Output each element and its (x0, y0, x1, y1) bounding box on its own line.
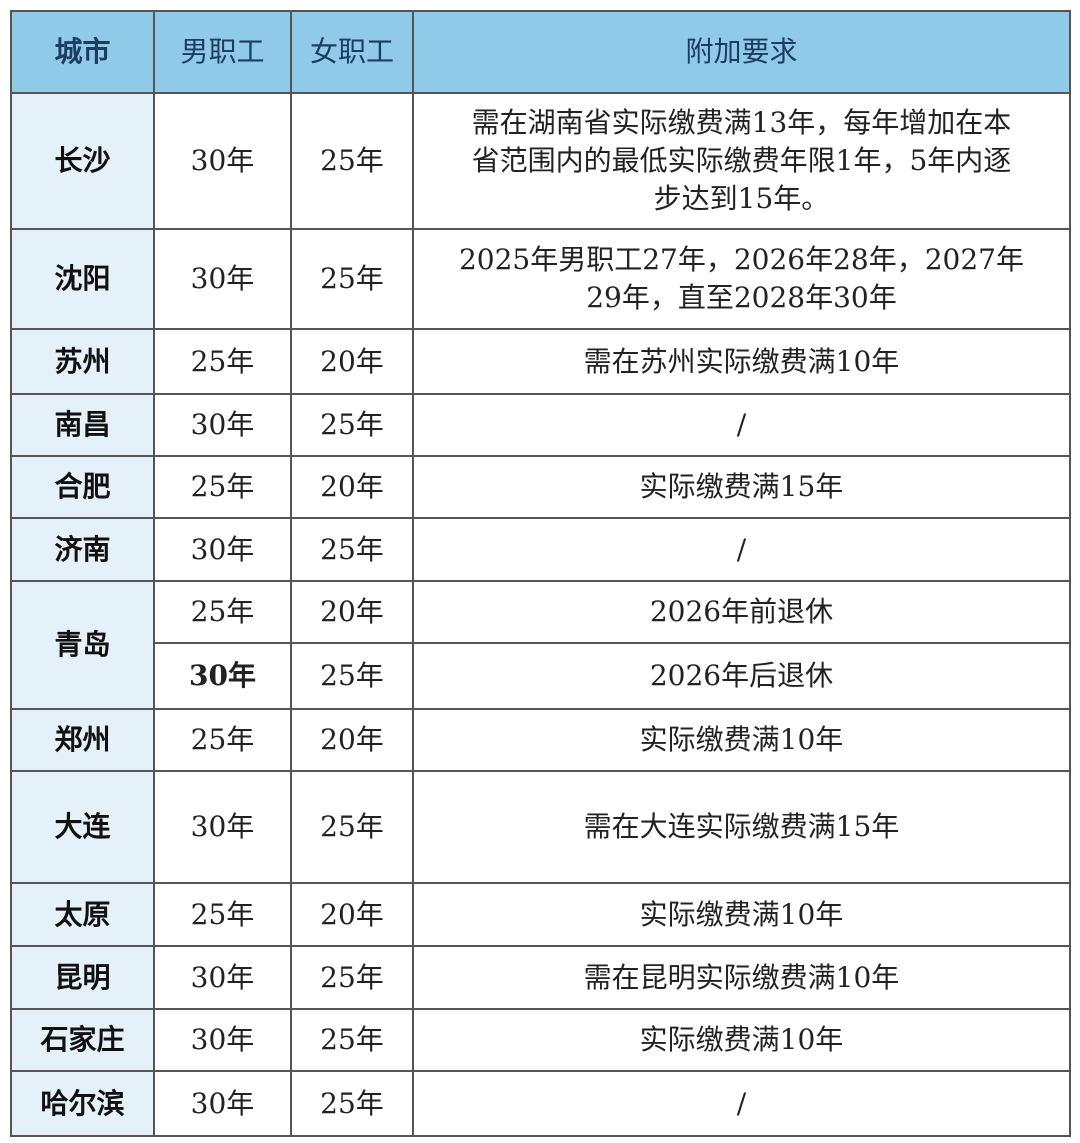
table-row: 苏州 25年 20年 需在苏州实际缴费满10年 (10, 328, 1071, 395)
cell-city: 太原 (10, 882, 155, 947)
cell-male: 30年 (153, 92, 292, 230)
cell-female: 25年 (290, 393, 414, 457)
cell-extra: 需在大连实际缴费满15年 (412, 770, 1071, 884)
cell-extra: / (412, 517, 1071, 582)
table-row: 30年 25年 2026年后退休 (11, 642, 1071, 710)
header-male: 男职工 (153, 10, 292, 94)
cell-male: 30年 (153, 1008, 292, 1072)
cell-extra: 实际缴费满15年 (412, 455, 1071, 519)
cell-extra: 需在昆明实际缴费满10年 (412, 945, 1071, 1010)
table-row: 石家庄 30年 25年 实际缴费满10年 (10, 1008, 1071, 1072)
cell-female: 20年 (290, 580, 414, 644)
header-extra: 附加要求 (412, 10, 1071, 94)
cell-extra: 需在湖南省实际缴费满13年，每年增加在本省范围内的最低实际缴费年限1年，5年内逐… (412, 92, 1071, 230)
header-city: 城市 (10, 10, 155, 94)
cell-extra: 需在苏州实际缴费满10年 (412, 328, 1071, 395)
cell-extra: 实际缴费满10年 (412, 882, 1071, 947)
cell-female: 25年 (290, 1070, 414, 1137)
cell-city: 哈尔滨 (10, 1070, 155, 1137)
cell-male: 25年 (153, 708, 292, 772)
cell-extra: 2026年后退休 (412, 642, 1071, 710)
table-row: 郑州 25年 20年 实际缴费满10年 (10, 708, 1071, 772)
cell-male: 25年 (153, 580, 292, 644)
table-row: 太原 25年 20年 实际缴费满10年 (10, 882, 1071, 947)
table-row: 合肥 25年 20年 实际缴费满15年 (10, 455, 1071, 519)
cell-female: 25年 (290, 945, 414, 1010)
cell-extra: 实际缴费满10年 (412, 1008, 1071, 1072)
cell-city: 大连 (10, 770, 155, 884)
table-row: 青岛 25年 20年 2026年前退休 (10, 580, 1071, 710)
cell-city: 青岛 (10, 580, 155, 710)
cell-female: 25年 (290, 770, 414, 884)
cell-female: 25年 (290, 517, 414, 582)
cell-female: 25年 (290, 92, 414, 230)
cell-male: 30年 (153, 393, 292, 457)
cell-male: 25年 (153, 328, 292, 395)
cell-city: 苏州 (10, 328, 155, 395)
table-row: 长沙 30年 25年 需在湖南省实际缴费满13年，每年增加在本省范围内的最低实际缴费年… (10, 92, 1071, 230)
cell-city: 济南 (10, 517, 155, 582)
cell-city: 郑州 (10, 708, 155, 772)
cell-female: 20年 (290, 328, 414, 395)
cell-female: 25年 (290, 228, 414, 330)
header-female: 女职工 (290, 10, 414, 94)
cell-city: 沈阳 (10, 228, 155, 330)
cell-female: 20年 (290, 882, 414, 947)
cell-male: 30年 (153, 517, 292, 582)
table-row: 大连 30年 25年 需在大连实际缴费满15年 (10, 770, 1071, 884)
cell-extra: 2026年前退休 (412, 580, 1071, 644)
table-row: 济南 30年 25年 / (10, 517, 1071, 582)
cell-city: 南昌 (10, 393, 155, 457)
cell-male: 25年 (153, 455, 292, 519)
cell-male: 25年 (153, 882, 292, 947)
table-row: 哈尔滨 30年 25年 / (10, 1070, 1071, 1137)
table-header-row: 城市 男职工 女职工 附加要求 (10, 10, 1071, 94)
cell-city: 合肥 (10, 455, 155, 519)
cell-female: 20年 (290, 708, 414, 772)
cell-male: 30年 (153, 770, 292, 884)
cell-female: 25年 (290, 642, 414, 710)
cell-male: 30年 (153, 945, 292, 1010)
cell-male: 30年 (153, 228, 292, 330)
cell-male: 30年 (153, 642, 292, 710)
cell-extra: / (412, 393, 1071, 457)
cell-female: 25年 (290, 1008, 414, 1072)
cell-city: 昆明 (10, 945, 155, 1010)
cell-extra: 实际缴费满10年 (412, 708, 1071, 772)
table-row: 沈阳 30年 25年 2025年男职工27年，2026年28年，2027年29年，直至… (10, 228, 1071, 330)
cell-male: 30年 (153, 1070, 292, 1137)
cell-extra: / (412, 1070, 1071, 1137)
cell-city: 长沙 (10, 92, 155, 230)
cell-female: 20年 (290, 455, 414, 519)
table-row: 南昌 30年 25年 / (10, 393, 1071, 457)
cell-extra: 2025年男职工27年，2026年28年，2027年29年，直至2028年30年 (412, 228, 1071, 330)
retirement-contribution-table: 城市 男职工 女职工 附加要求 长沙 30年 25年 需在湖南省实际缴费满13年，每年… (10, 10, 1071, 1137)
cell-city: 石家庄 (10, 1008, 155, 1072)
table-row: 昆明 30年 25年 需在昆明实际缴费满10年 (10, 945, 1071, 1010)
